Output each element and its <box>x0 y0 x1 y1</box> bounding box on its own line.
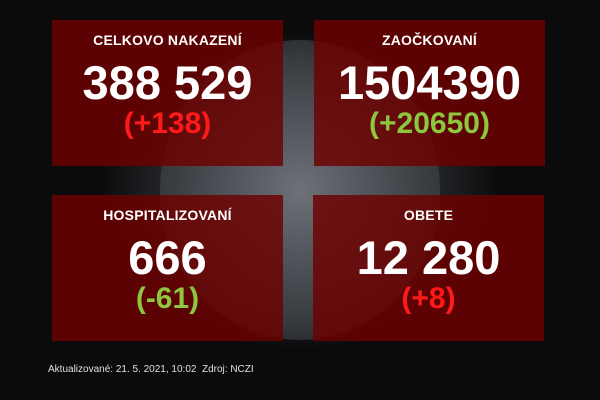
card-title: CELKOVO NAKAZENÍ <box>93 32 242 48</box>
card-title: OBETE <box>403 207 454 223</box>
card-vaccinated: ZAOČKOVANÍ 1504390 (+20650) <box>314 20 545 166</box>
card-delta: (-61) <box>135 282 200 315</box>
card-delta: (+20650) <box>369 107 490 140</box>
update-source-footer: Aktualizované: 21. 5. 2021, 10:02 Zdroj:… <box>48 364 254 375</box>
card-value: 388 529 <box>82 56 253 109</box>
card-value: 12 280 <box>356 231 501 284</box>
card-total-infected: CELKOVO NAKAZENÍ 388 529 (+138) <box>52 20 283 166</box>
card-title: ZAOČKOVANÍ <box>381 32 478 48</box>
card-delta: (+8) <box>401 282 456 315</box>
card-title: HOSPITALIZOVANÍ <box>103 207 232 223</box>
card-hospitalized: HOSPITALIZOVANÍ 666 (-61) <box>52 195 283 341</box>
card-deaths: OBETE 12 280 (+8) <box>313 195 544 341</box>
card-value: 666 <box>128 231 207 284</box>
card-value: 1504390 <box>338 56 521 109</box>
card-delta: (+138) <box>123 107 212 140</box>
